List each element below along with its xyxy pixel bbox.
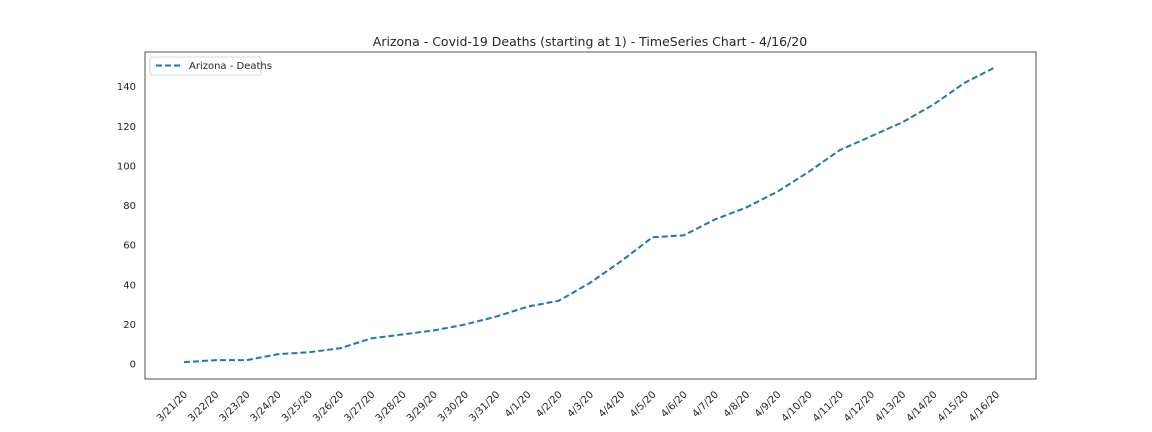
y-axis-ticks: 0 20 40 60 80 100 120 140 — [117, 82, 136, 370]
y-tick-label: 140 — [117, 82, 136, 93]
legend: Arizona - Deaths — [149, 56, 272, 76]
data-point — [995, 66, 997, 68]
data-point — [245, 359, 247, 361]
data-point — [370, 337, 372, 339]
series-line-arizona-deaths — [183, 65, 997, 364]
plot-area-frame — [144, 51, 1037, 380]
data-point — [901, 121, 903, 123]
data-point — [277, 353, 279, 355]
chart-title: Arizona - Covid-19 Deaths (starting at 1… — [373, 34, 807, 49]
series-layer — [183, 65, 997, 364]
data-point — [683, 234, 685, 236]
data-point — [651, 236, 653, 238]
data-point — [839, 149, 841, 151]
data-point — [464, 324, 466, 326]
y-tick-label: 60 — [123, 241, 136, 252]
data-point — [495, 316, 497, 318]
data-point — [183, 361, 185, 363]
data-point — [308, 351, 310, 353]
legend-label: Arizona - Deaths — [189, 61, 272, 72]
data-point — [714, 218, 716, 220]
data-point — [589, 282, 591, 284]
data-point — [933, 104, 935, 106]
y-tick-label: 20 — [123, 320, 136, 331]
y-tick-label: 100 — [117, 161, 136, 172]
y-tick-label: 0 — [130, 360, 136, 371]
data-point — [558, 300, 560, 302]
data-point — [339, 347, 341, 349]
data-point — [870, 135, 872, 137]
y-tick-label: 120 — [117, 122, 136, 133]
data-point — [433, 329, 435, 331]
y-tick-label: 80 — [123, 201, 136, 212]
y-tick-label: 40 — [123, 280, 136, 291]
data-point — [620, 260, 622, 262]
data-point — [964, 82, 966, 84]
data-point — [808, 171, 810, 173]
data-point — [402, 333, 404, 335]
data-point — [214, 359, 216, 361]
data-point — [527, 306, 529, 308]
data-point — [776, 191, 778, 193]
legend-box — [149, 56, 262, 76]
data-point — [745, 207, 747, 209]
